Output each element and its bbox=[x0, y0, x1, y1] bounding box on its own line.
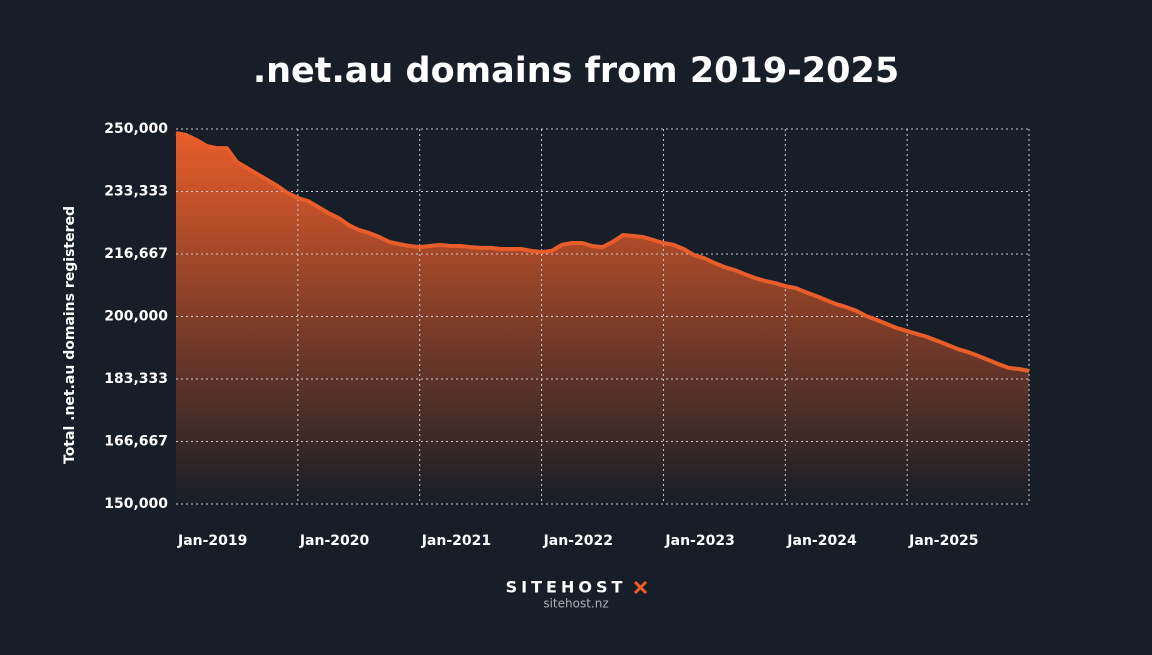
x-tick-label: Jan-2022 bbox=[543, 533, 613, 549]
brand: SITEHOST bbox=[506, 578, 627, 597]
y-tick-label: 150,000 bbox=[104, 496, 168, 512]
y-tick-label: 200,000 bbox=[104, 309, 168, 325]
y-axis-label: Total .net.au domains registered bbox=[62, 206, 78, 464]
y-tick-label: 183,333 bbox=[104, 371, 168, 387]
x-tick-label: Jan-2020 bbox=[299, 533, 370, 549]
brand-icon bbox=[633, 580, 648, 595]
x-tick-label: Jan-2023 bbox=[664, 533, 734, 549]
y-tick-label: 166,667 bbox=[104, 433, 168, 449]
y-tick-label: 250,000 bbox=[104, 121, 168, 137]
y-tick-label: 216,667 bbox=[104, 246, 168, 262]
brand-url: sitehost.nz bbox=[543, 597, 608, 611]
chart-title: .net.au domains from 2019-2025 bbox=[253, 51, 899, 91]
area bbox=[176, 133, 1029, 504]
x-tick-label: Jan-2021 bbox=[421, 533, 491, 549]
x-tick-label: Jan-2024 bbox=[786, 533, 857, 549]
line bbox=[175, 131, 1030, 373]
x-tick-label: Jan-2019 bbox=[177, 533, 247, 549]
y-tick-label: 233,333 bbox=[104, 184, 168, 200]
x-tick-label: Jan-2025 bbox=[908, 533, 978, 549]
